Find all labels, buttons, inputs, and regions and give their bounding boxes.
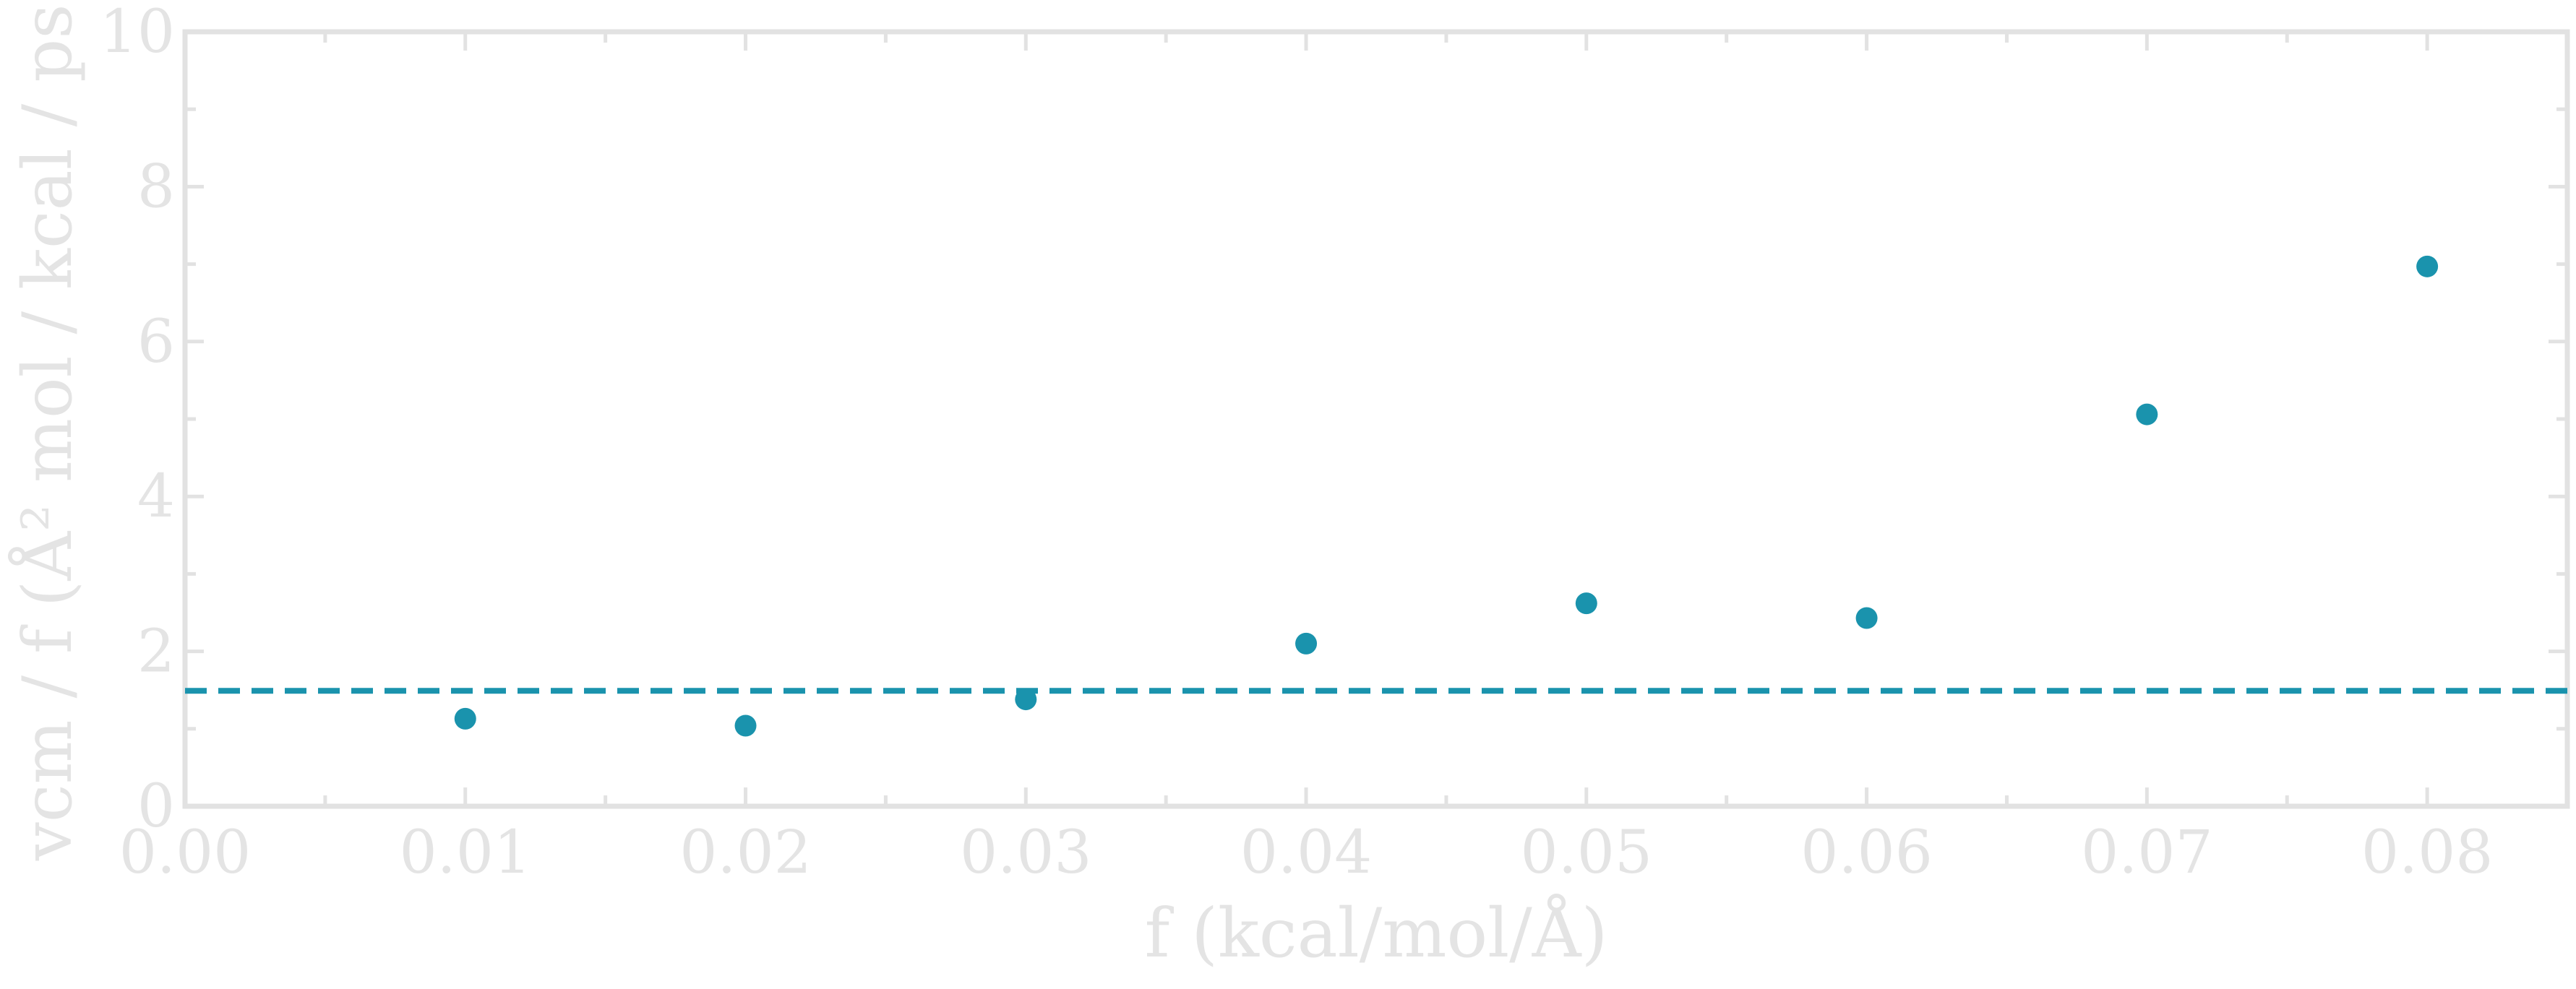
x-tick-label: 0.02 <box>679 819 812 887</box>
y-tick-label: 2 <box>137 618 175 686</box>
ticks-layer: 0.00 0.01 0.02 0.03 0.04 0.05 0.06 0.07 0.08 0 2 4 6… <box>100 0 2569 887</box>
x-tick-label: 0.05 <box>1521 819 1653 887</box>
plot-frame-layer <box>182 29 2570 809</box>
y-tick-label: 8 <box>137 152 175 221</box>
x-tick-label: 0.03 <box>960 819 1092 887</box>
y-tick-label: 6 <box>137 308 175 376</box>
x-tick-label: 0.04 <box>1240 819 1373 887</box>
data-point <box>1015 688 1037 711</box>
data-layer <box>185 255 2567 737</box>
data-point <box>454 707 476 730</box>
x-tick-label: 0.01 <box>399 819 531 887</box>
data-point <box>1295 632 1318 655</box>
data-point <box>2136 403 2158 426</box>
plot-frame <box>182 29 2570 809</box>
data-point <box>1575 592 1597 615</box>
y-tick-label: 10 <box>100 0 175 66</box>
y-axis-label: vcm / f (Å² mol / kcal / ps) <box>8 0 87 861</box>
x-tick-label: 0.08 <box>2361 819 2494 887</box>
x-tick-label: 0.06 <box>1800 819 1933 887</box>
data-point <box>1855 607 1878 629</box>
y-tick-label: 0 <box>137 772 175 841</box>
x-tick-label: 0.07 <box>2081 819 2213 887</box>
x-axis-label: f (kcal/mol/Å) <box>1145 894 1608 973</box>
labels-layer: f (kcal/mol/Å) vcm / f (Å² mol / kcal / … <box>8 0 1607 973</box>
y-tick-label: 4 <box>137 462 175 531</box>
data-point <box>734 714 757 737</box>
x-tick-label: 0.00 <box>119 819 252 887</box>
data-point <box>2416 255 2439 277</box>
